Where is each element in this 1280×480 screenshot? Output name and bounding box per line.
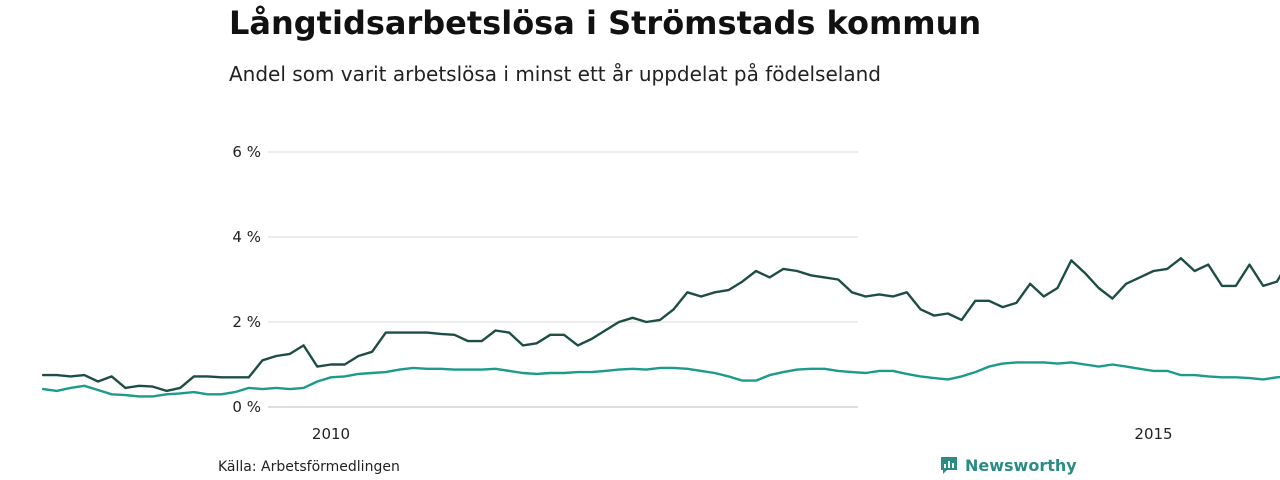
y-axis-ticks: 0 % 2 % 4 % 6 % <box>232 143 261 416</box>
source-note: Källa: Arbetsförmedlingen <box>218 459 400 475</box>
y-tick-label: 4 % <box>232 228 261 246</box>
chart-subtitle: Andel som varit arbetslösa i minst ett å… <box>229 62 881 86</box>
series-lines <box>41 257 1280 398</box>
series-line-sverige <box>41 361 1280 398</box>
x-axis-ticks: 201020152020jan 2026 <box>312 425 1173 443</box>
brand-logo: Newsworthy <box>939 455 1077 475</box>
newsworthy-logo-icon <box>941 457 957 474</box>
chart-title: Långtidsarbetslösa i Strömstads kommun <box>229 4 982 42</box>
y-tick-label: 6 % <box>232 143 261 161</box>
y-tick-label: 2 % <box>232 313 261 331</box>
gridlines <box>268 151 858 408</box>
brand-name: Newsworthy <box>965 455 1077 475</box>
y-tick-label: 0 % <box>232 398 261 416</box>
x-tick-label: 2010 <box>312 425 350 443</box>
series-line-utomlands <box>41 257 1280 393</box>
x-tick-label: 2015 <box>1134 425 1172 443</box>
